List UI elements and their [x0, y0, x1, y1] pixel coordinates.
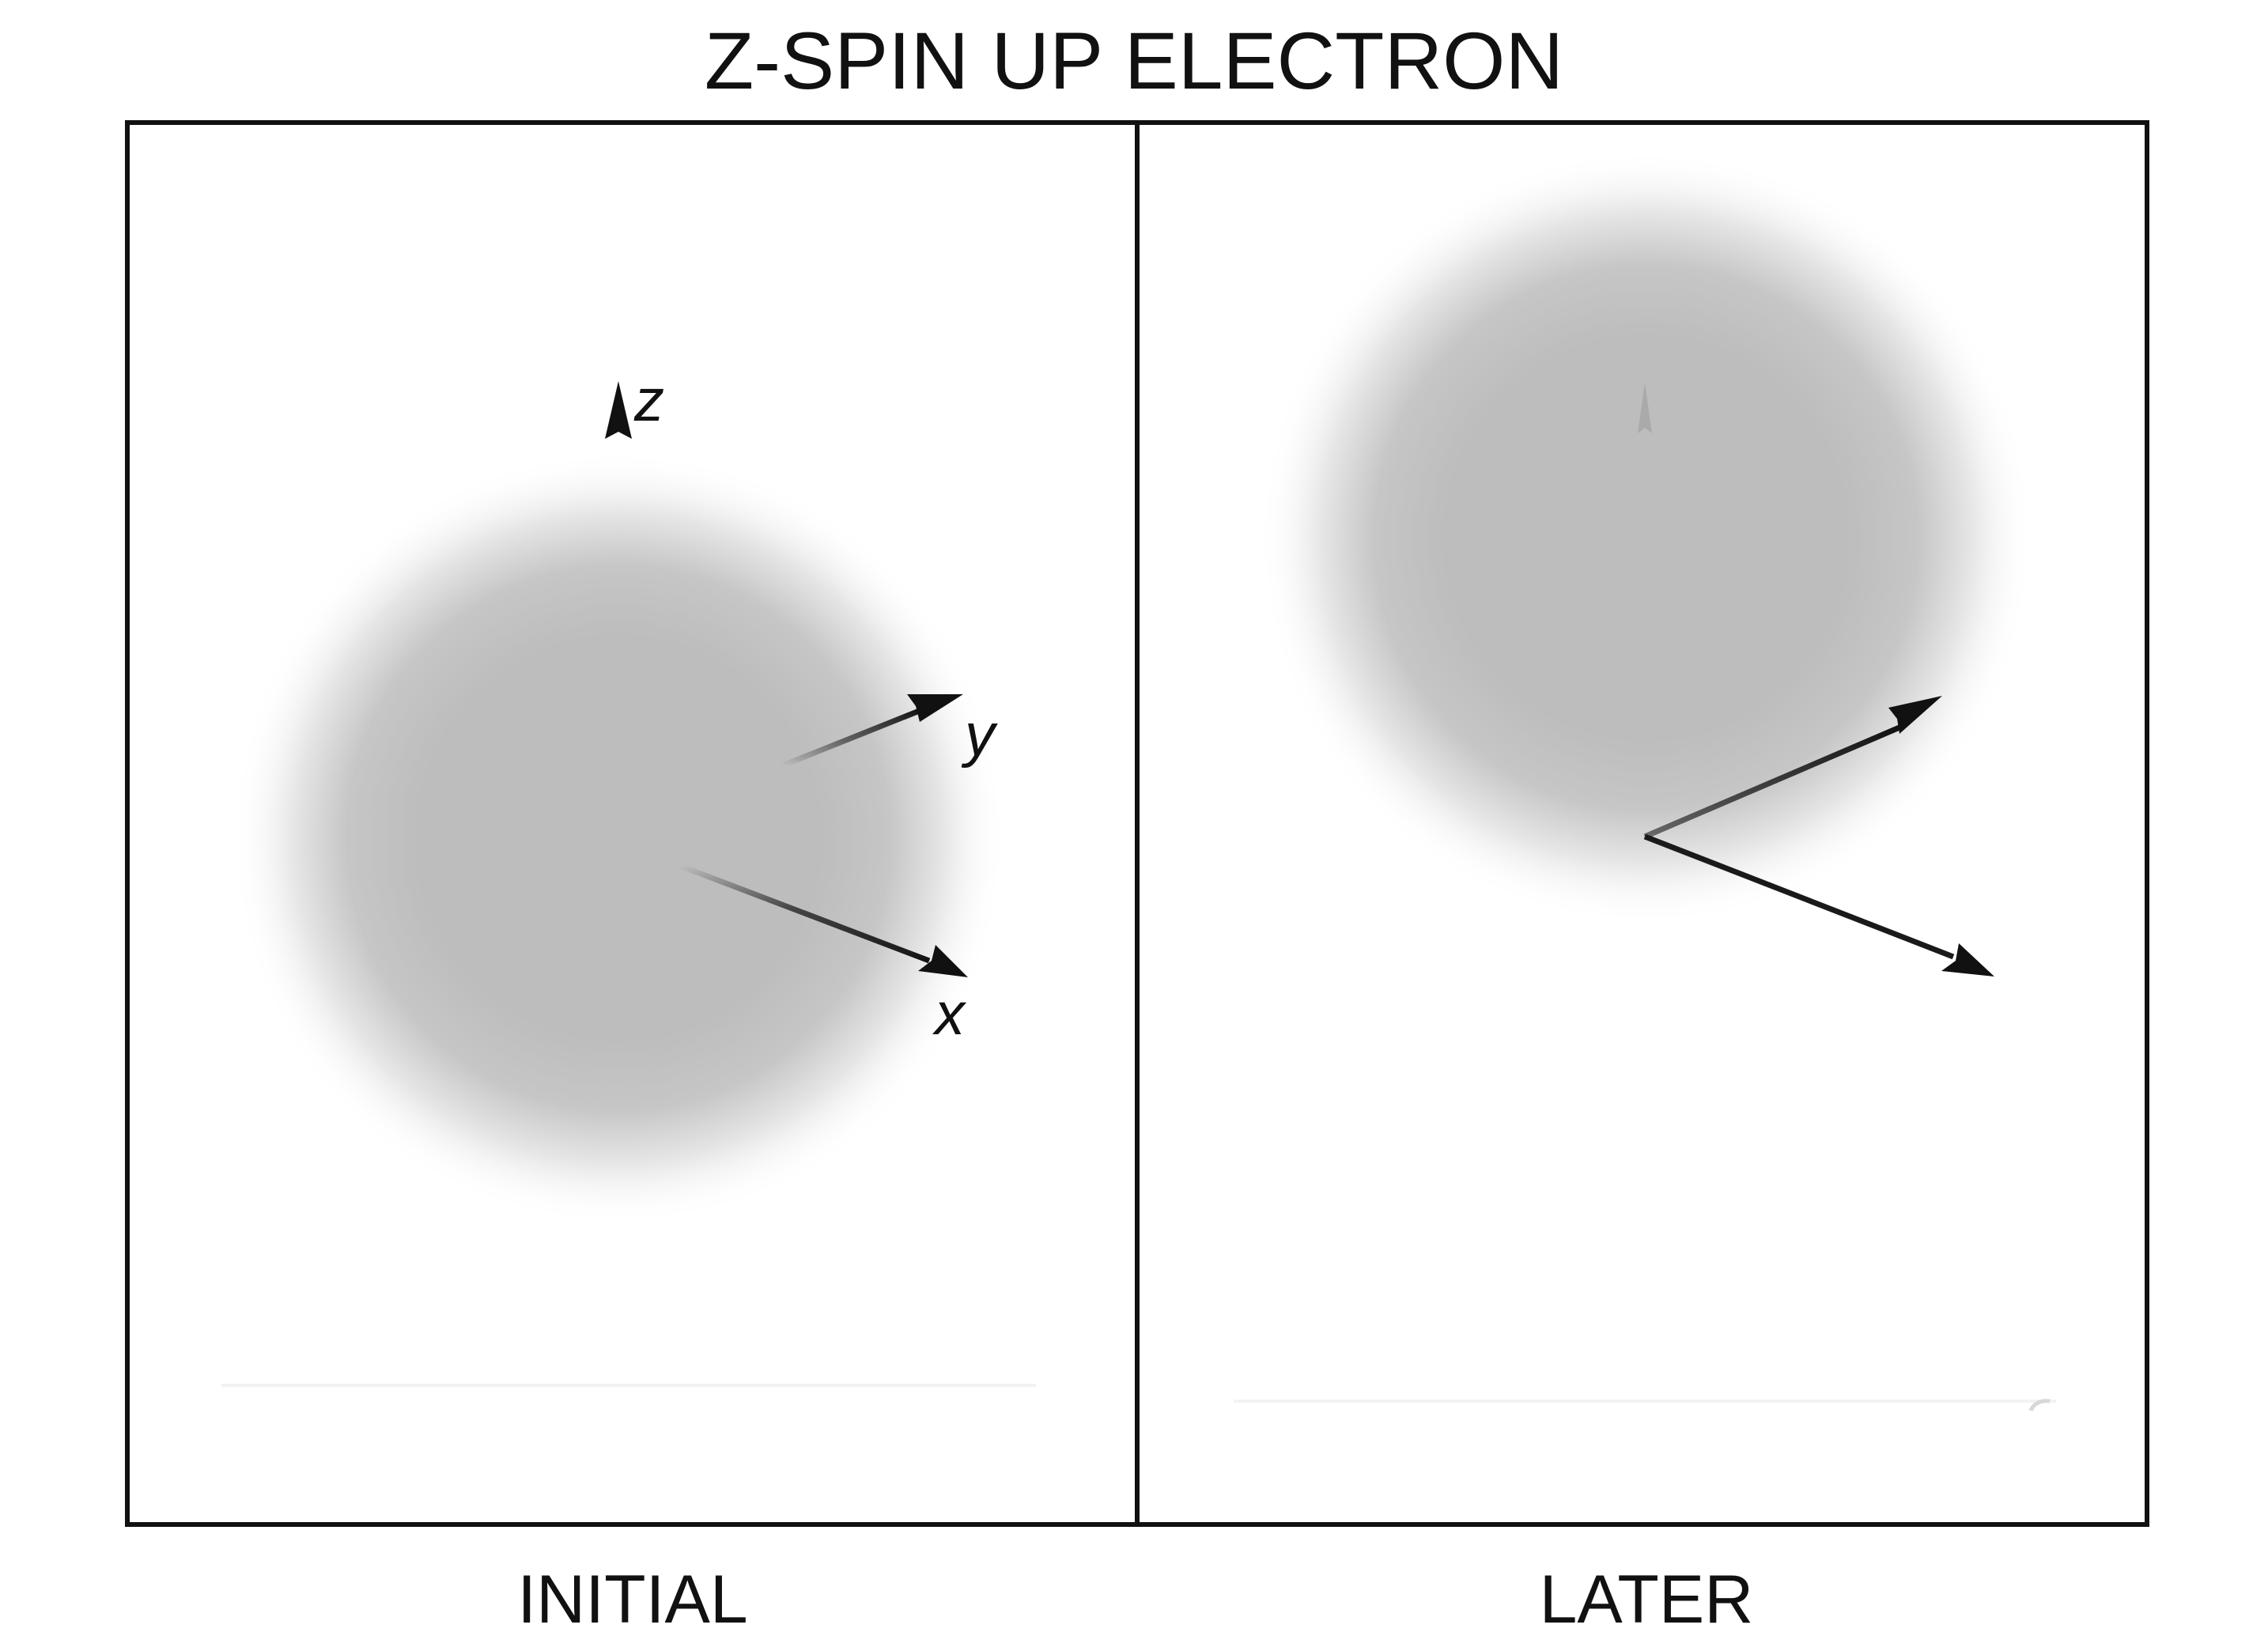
- later-caption: LATER: [1540, 1562, 1754, 1638]
- figure-title: Z-SPIN UP ELECTRON: [705, 16, 1563, 106]
- initial-x-arrowhead: [918, 945, 968, 977]
- later-x-axis: [1643, 833, 1955, 960]
- initial-y-axis: [781, 707, 923, 769]
- initial-y-arrowhead: [907, 694, 963, 722]
- later-y-arrowhead: [1888, 696, 1942, 734]
- initial-z-arrowhead: [605, 381, 632, 439]
- initial-x-axis: [679, 863, 931, 964]
- later-panel: [1234, 150, 2056, 1412]
- initial-y-label: y: [961, 701, 998, 769]
- later-z-arrowhead: [1638, 383, 1652, 433]
- later-y-axis: [1643, 724, 1901, 840]
- initial-electron-cloud: [231, 451, 1006, 1226]
- initial-x-label: x: [932, 980, 967, 1048]
- initial-z-label: z: [633, 367, 664, 434]
- later-corner-mark: [2028, 1399, 2051, 1412]
- initial-caption: INITIAL: [517, 1562, 748, 1638]
- later-panel-frame: [1135, 120, 2149, 1527]
- later-x-arrowhead: [1941, 943, 1994, 977]
- initial-panel: z y x: [221, 367, 1036, 1387]
